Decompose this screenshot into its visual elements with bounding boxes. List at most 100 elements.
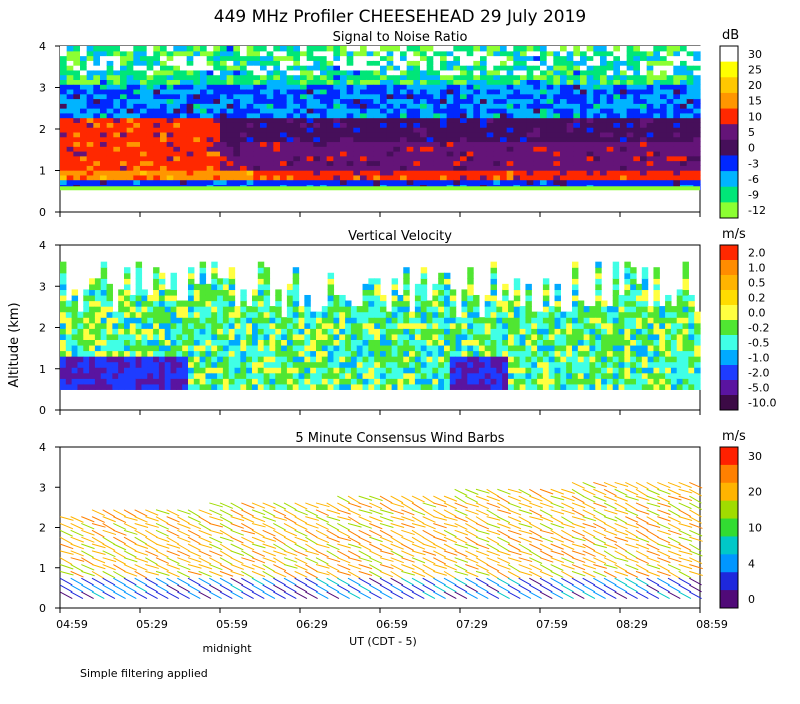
snr-cell (560, 103, 567, 108)
snr-cell (547, 94, 554, 99)
vv-cell (60, 289, 66, 295)
vv-cell (351, 323, 357, 329)
snr-cell (113, 56, 120, 61)
vv-cell (287, 362, 293, 368)
vv-cell (392, 334, 398, 340)
snr-cell (580, 165, 587, 170)
vv-cell (72, 378, 78, 384)
vv-cell (380, 373, 386, 379)
snr-cell (453, 103, 460, 108)
vv-cell (229, 301, 235, 307)
vv-cell (613, 267, 619, 273)
snr-cell (140, 146, 147, 151)
snr-cell (433, 146, 440, 151)
vv-cell (415, 312, 421, 318)
snr-cell (167, 60, 174, 65)
snr-cell (80, 180, 87, 185)
vv-cell (502, 328, 508, 334)
snr-cell (167, 170, 174, 175)
snr-cell (80, 161, 87, 166)
snr-cell (380, 132, 387, 137)
snr-cell (233, 79, 240, 84)
snr-cell (133, 56, 140, 61)
vv-cell (502, 339, 508, 345)
vv-cell (427, 378, 433, 384)
vv-cell (147, 367, 153, 373)
vv-cell (694, 317, 700, 323)
vv-cell (217, 306, 223, 312)
snr-cell (573, 84, 580, 89)
vv-cell (368, 312, 374, 318)
snr-cell (87, 137, 94, 142)
vv-cell (240, 367, 246, 373)
snr-cell (573, 127, 580, 132)
vv-cell (444, 284, 450, 290)
vv-cell (223, 378, 229, 384)
snr-cell (353, 94, 360, 99)
snr-cell (127, 70, 134, 75)
snr-cell (540, 161, 547, 166)
snr-cell (427, 175, 434, 180)
vv-cell (555, 284, 561, 290)
vv-cell (333, 362, 339, 368)
snr-cell (207, 170, 214, 175)
vv-cell (83, 317, 89, 323)
vv-cell (450, 289, 456, 295)
snr-cell (533, 127, 540, 132)
snr-cell (120, 180, 127, 185)
vv-cell (613, 323, 619, 329)
snr-cell (167, 94, 174, 99)
snr-cell (253, 98, 260, 103)
snr-cell (600, 51, 607, 56)
vv-cell (613, 384, 619, 390)
snr-cell (167, 161, 174, 166)
snr-cell (667, 141, 674, 146)
vv-cell (694, 328, 700, 334)
snr-cell (367, 151, 374, 156)
vv-cell (444, 317, 450, 323)
snr-cell (473, 113, 480, 118)
vv-cell (624, 339, 630, 345)
vv-cell (438, 345, 444, 351)
snr-cell (367, 180, 374, 185)
vv-cell (595, 356, 601, 362)
snr-cell (327, 75, 334, 80)
snr-cell (187, 127, 194, 132)
snr-cell (320, 118, 327, 123)
vv-cell (287, 284, 293, 290)
snr-cell (627, 175, 634, 180)
snr-cell (333, 113, 340, 118)
snr-cell (613, 132, 620, 137)
vv-cell (456, 339, 462, 345)
snr-cell (127, 161, 134, 166)
snr-cell (313, 94, 320, 99)
snr-cell (413, 84, 420, 89)
snr-cell (227, 175, 234, 180)
vv-cell (508, 323, 514, 329)
snr-cell (207, 141, 214, 146)
colorbar-swatch (720, 275, 738, 291)
snr-cell (160, 108, 167, 113)
snr-cell (660, 146, 667, 151)
vv-cell (619, 295, 625, 301)
vv-cell (188, 284, 194, 290)
colorbar-swatch (720, 62, 738, 78)
snr-cell (533, 141, 540, 146)
snr-cell (387, 60, 394, 65)
snr-cell (173, 146, 180, 151)
snr-cell (553, 146, 560, 151)
snr-cell (560, 180, 567, 185)
vv-cell (566, 334, 572, 340)
snr-cell (373, 141, 380, 146)
vv-cell (188, 317, 194, 323)
snr-cell (153, 141, 160, 146)
snr-cell (673, 132, 680, 137)
vv-cell (345, 312, 351, 318)
snr-cell (180, 103, 187, 108)
snr-cell (233, 161, 240, 166)
snr-cell (413, 180, 420, 185)
vv-cell (491, 345, 497, 351)
vv-cell (217, 356, 223, 362)
snr-cell (320, 65, 327, 70)
snr-cell (407, 56, 414, 61)
